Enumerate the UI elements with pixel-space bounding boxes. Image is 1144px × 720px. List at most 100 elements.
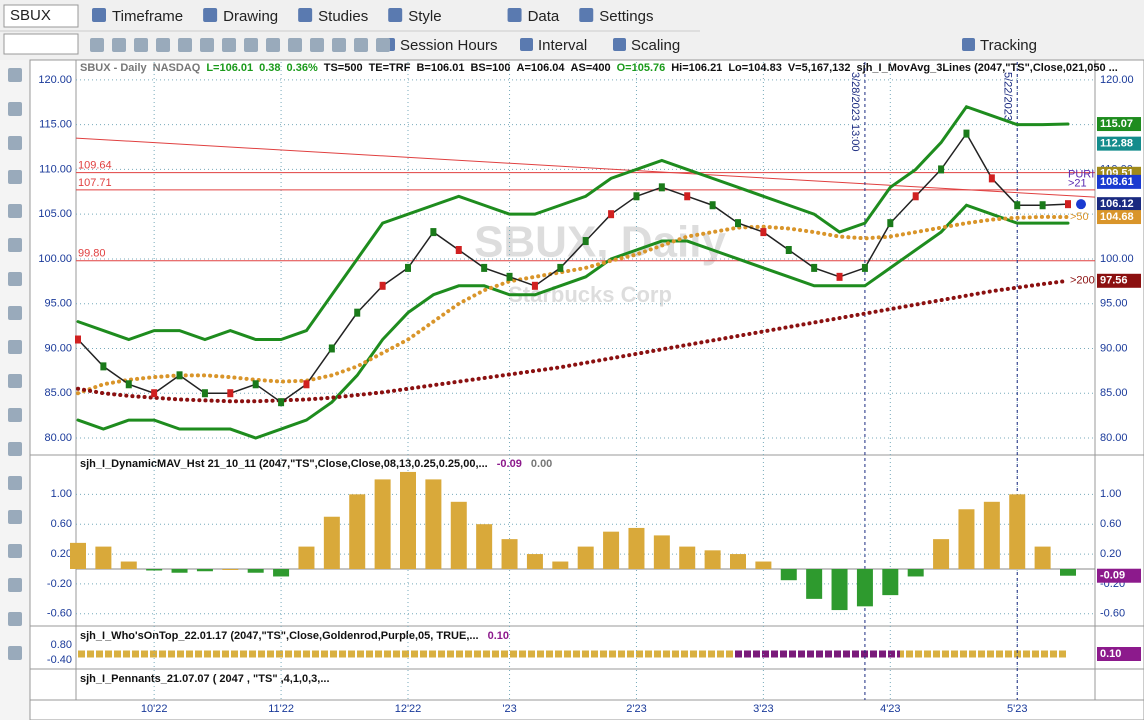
menu[interactable]: Studies	[318, 8, 368, 25]
menu[interactable]: Settings	[599, 8, 653, 25]
bar	[450, 501, 467, 569]
x-tick-label: 3'23	[753, 703, 773, 715]
candle	[988, 174, 995, 183]
tool-icon[interactable]	[288, 38, 302, 52]
menu[interactable]: Interval	[538, 37, 587, 54]
candle	[201, 389, 208, 398]
price-tag	[1097, 273, 1141, 288]
candle	[100, 362, 107, 371]
price-tag-label: 97.56	[1100, 275, 1128, 287]
bar	[603, 531, 620, 569]
tool-icon[interactable]	[8, 102, 22, 116]
combo-box[interactable]	[3, 33, 79, 55]
candle	[811, 263, 818, 272]
menu[interactable]: Drawing	[223, 8, 278, 25]
bar	[1060, 569, 1076, 576]
menu[interactable]: Timeframe	[112, 8, 183, 25]
bar	[400, 471, 416, 569]
tool-icon[interactable]	[8, 408, 22, 422]
y-tick-label: 80.00	[1100, 432, 1128, 444]
symbol[interactable]: SBUX	[10, 7, 51, 24]
annotation: PURI	[1068, 169, 1094, 181]
tool-icon[interactable]	[354, 38, 368, 52]
price-tag-label: 108.61	[1100, 176, 1134, 188]
tool-icon[interactable]	[8, 136, 22, 150]
tool-icon[interactable]	[8, 238, 22, 252]
tool-icon[interactable]	[134, 38, 148, 52]
tool-icon[interactable]	[332, 38, 346, 52]
tool-icon[interactable]	[8, 340, 22, 354]
price-tag	[1097, 117, 1141, 132]
value-tag	[1097, 568, 1141, 583]
tool-icon[interactable]	[266, 38, 280, 52]
menu[interactable]: Scaling	[631, 37, 680, 54]
bar	[628, 527, 645, 569]
x-tick-label: 10'22	[141, 703, 168, 715]
y-tick-label: -0.40	[47, 654, 72, 666]
legend-item: A=106.04	[517, 62, 566, 74]
tool-icon[interactable]	[112, 38, 126, 52]
tool-icon[interactable]	[8, 374, 22, 388]
tool-icon[interactable]	[8, 306, 22, 320]
candle	[75, 335, 81, 344]
tool-icon[interactable]	[310, 38, 324, 52]
tool-icon[interactable]	[8, 646, 22, 660]
candle	[531, 281, 538, 290]
bar	[856, 569, 873, 607]
candle	[481, 263, 488, 272]
menu-icon	[613, 38, 626, 51]
tool-icon[interactable]	[8, 578, 22, 592]
menu[interactable]: Session Hours	[400, 37, 498, 54]
tool-icon[interactable]	[156, 38, 170, 52]
candle	[506, 272, 513, 281]
tool-icon[interactable]	[8, 612, 22, 626]
tool-icon[interactable]	[8, 272, 22, 286]
candle	[836, 272, 843, 281]
bar	[806, 569, 823, 599]
tool-icon[interactable]	[8, 510, 22, 524]
price-tag-label: 115.07	[1100, 118, 1133, 130]
y-tick-label: -0.60	[47, 608, 72, 620]
tool-icon[interactable]	[8, 68, 22, 82]
tool-icon[interactable]	[222, 38, 236, 52]
tool-icon[interactable]	[8, 544, 22, 558]
menu[interactable]: Style	[408, 8, 441, 25]
legend-item: V=5,167,132	[788, 62, 851, 74]
y-tick-label: 90.00	[1100, 342, 1128, 354]
candle	[582, 237, 589, 246]
series-line	[76, 203, 1070, 440]
y-tick-label: 105.00	[38, 208, 72, 220]
price-tag	[1097, 174, 1141, 189]
bar	[780, 569, 797, 581]
tool-icon[interactable]	[8, 442, 22, 456]
tool-icon[interactable]	[376, 38, 390, 52]
tool-icon[interactable]	[8, 476, 22, 490]
tool-icon[interactable]	[178, 38, 192, 52]
candle	[887, 219, 894, 228]
y-tick-label: -0.60	[1100, 608, 1125, 620]
tool-icon[interactable]	[244, 38, 258, 52]
bar	[907, 569, 924, 577]
candle	[328, 344, 335, 353]
tool-icon[interactable]	[8, 170, 22, 184]
tool-icon[interactable]	[200, 38, 214, 52]
menu[interactable]: Tracking	[980, 37, 1037, 54]
tool-icon[interactable]	[90, 38, 104, 52]
bar	[704, 550, 721, 569]
price-tag-label: 106.12	[1100, 198, 1134, 210]
tool-icon[interactable]	[8, 204, 22, 218]
panel-title: sjh_I_DynamicMAV_Hst 21_10_11 (2047,"TS"…	[80, 458, 552, 470]
legend-item: TE=TRF	[369, 62, 411, 74]
x-tick-label: 4'23	[880, 703, 900, 715]
y-tick-label: -0.20	[47, 578, 72, 590]
menu-icon	[962, 38, 975, 51]
legend-item: NASDAQ	[153, 62, 201, 74]
price-tag-label: 112.88	[1100, 138, 1133, 150]
bar	[1034, 546, 1051, 569]
symbol-box[interactable]	[3, 4, 79, 28]
bar	[349, 494, 366, 569]
series-label: >50	[1070, 211, 1089, 223]
y-tick-label: 0.60	[1100, 518, 1121, 530]
menu[interactable]: Data	[528, 8, 560, 25]
